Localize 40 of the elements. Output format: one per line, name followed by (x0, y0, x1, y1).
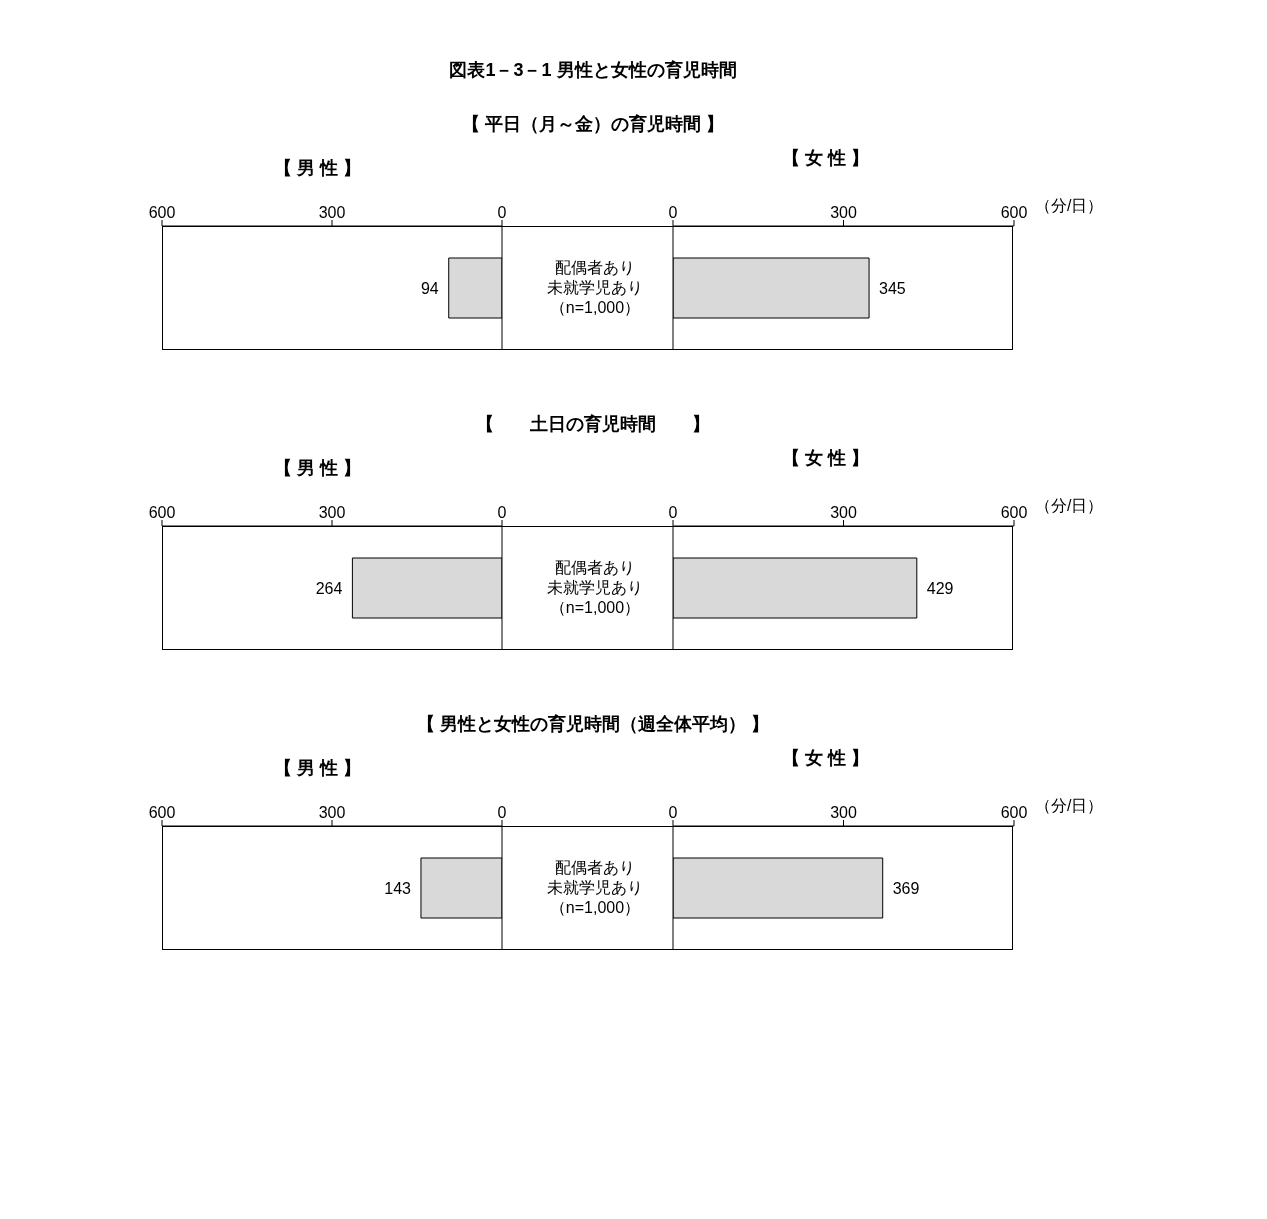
x-tick-label: 0 (497, 504, 507, 521)
x-tick-label: 600 (148, 504, 176, 521)
text: 【 女 性 】 (782, 447, 870, 470)
x-tick-label: 300 (318, 504, 346, 521)
data-label: 143 (384, 880, 412, 897)
text: 【 女 性 】 (782, 747, 870, 770)
data-label: 94 (420, 280, 439, 297)
x-tick-label: 0 (668, 804, 678, 821)
x-tick-label: 600 (1000, 204, 1028, 221)
x-tick-label: 300 (318, 804, 346, 821)
x-tick-label: 0 (497, 204, 507, 221)
y-tick-label: 配偶者あり未就学児あり（n=1,000） (547, 559, 643, 616)
y-tick-label: 配偶者あり未就学児あり（n=1,000） (547, 859, 643, 916)
y-tick-label: 配偶者あり未就学児あり（n=1,000） (547, 259, 643, 316)
text: 【 平日（月～金）の育児時間 】 (461, 113, 725, 136)
x-tick-label: 600 (1000, 504, 1028, 521)
x-axis-title: （分/日） (1035, 196, 1104, 216)
x-tick-label: 600 (1000, 804, 1028, 821)
data-label: 264 (315, 580, 343, 597)
text: 【 男 性 】 (274, 457, 362, 480)
text: 【 女 性 】 (782, 147, 870, 170)
text: 【 男 性 】 (274, 757, 362, 780)
x-tick-label: 600 (148, 204, 176, 221)
x-tick-label: 300 (830, 504, 857, 521)
text: 【 男性と女性の育児時間（週全体平均） 】 (416, 713, 770, 736)
text: 図表1－3－1 男性と女性の育児時間 (448, 59, 738, 82)
x-axis-title: （分/日） (1035, 796, 1104, 816)
data-label: 429 (926, 580, 954, 597)
data-label: 369 (892, 880, 920, 897)
x-tick-label: 300 (318, 204, 346, 221)
x-tick-label: 0 (668, 204, 678, 221)
text: 【 土日の育児時間 】 (475, 413, 711, 436)
data-label: 345 (879, 280, 906, 297)
x-tick-label: 0 (497, 804, 507, 821)
x-axis-title: （分/日） (1035, 496, 1104, 516)
x-tick-label: 0 (668, 504, 678, 521)
x-tick-label: 300 (830, 204, 857, 221)
x-tick-label: 300 (830, 804, 857, 821)
x-tick-label: 600 (148, 804, 176, 821)
text: 【 男 性 】 (274, 157, 362, 180)
